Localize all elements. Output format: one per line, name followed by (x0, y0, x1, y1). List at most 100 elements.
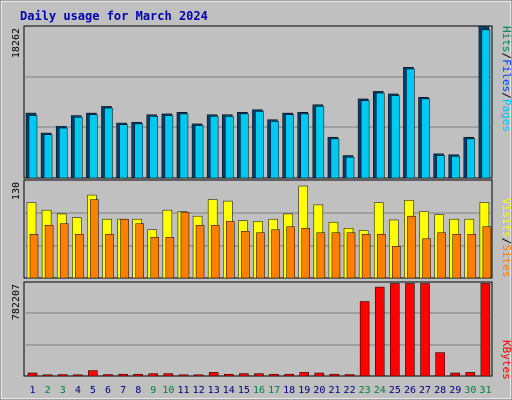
bar-pages-19 (300, 113, 309, 179)
bar-kbytes-27 (420, 283, 430, 377)
y-max-label-1: 130 (11, 182, 22, 200)
bar-pages-12 (194, 125, 204, 179)
x-tick-label-12: 12 (193, 385, 205, 396)
bar-pages-6 (104, 107, 113, 179)
bar-sites-22 (346, 232, 356, 279)
bar-sites-9 (150, 237, 160, 279)
bar-kbytes-3 (57, 374, 68, 377)
legend-1: Visits/Sites (500, 198, 512, 278)
bar-pages-29 (451, 156, 460, 179)
bar-sites-10 (165, 237, 175, 279)
x-tick-label-26: 26 (404, 385, 416, 396)
bar-kbytes-21 (329, 373, 340, 377)
bar-pages-26 (406, 68, 415, 179)
bar-sites-23 (361, 234, 371, 279)
legend-2: KBytes (500, 340, 512, 380)
bar-sites-5 (90, 199, 99, 279)
bar-kbytes-5 (88, 370, 98, 377)
bar-sites-14 (226, 221, 235, 279)
legend-item-0-3: / (500, 92, 512, 99)
bar-kbytes-22 (344, 374, 355, 377)
x-tick-label-19: 19 (298, 385, 310, 396)
x-tick-label-11: 11 (177, 385, 189, 396)
bar-sites-4 (75, 234, 84, 279)
bar-pages-14 (225, 116, 234, 179)
y-max-label-2: 782207 (11, 284, 22, 320)
bar-sites-24 (376, 234, 386, 279)
bar-kbytes-7 (118, 373, 128, 377)
bar-sites-1 (29, 234, 39, 279)
bar-kbytes-9 (148, 373, 159, 377)
bar-kbytes-19 (299, 372, 309, 377)
bar-kbytes-6 (103, 374, 113, 377)
x-tick-label-24: 24 (374, 385, 386, 396)
x-tick-label-9: 9 (150, 385, 156, 396)
bar-pages-25 (391, 95, 400, 179)
bar-sites-27 (422, 238, 431, 279)
bar-pages-27 (421, 98, 430, 179)
bar-sites-30 (467, 234, 477, 279)
bar-pages-20 (315, 106, 325, 179)
bar-kbytes-15 (239, 373, 249, 377)
bar-sites-12 (195, 224, 205, 279)
legend-item-1-2: Sites (500, 244, 512, 277)
x-tick-label-28: 28 (434, 385, 446, 396)
bar-kbytes-12 (193, 374, 204, 377)
bar-pages-11 (179, 113, 189, 179)
bar-sites-26 (407, 215, 416, 279)
bar-pages-31 (481, 29, 491, 179)
x-tick-label-7: 7 (120, 385, 126, 396)
x-tick-label-22: 22 (344, 385, 356, 396)
bar-sites-20 (316, 232, 326, 279)
bar-pages-5 (89, 114, 98, 179)
legend-item-0-4: Pages (500, 99, 512, 132)
bar-kbytes-28 (435, 352, 445, 377)
bar-sites-6 (105, 234, 114, 279)
x-tick-label-23: 23 (359, 385, 371, 396)
x-tick-label-1: 1 (30, 385, 36, 396)
bar-kbytes-30 (465, 372, 476, 377)
x-tick-label-15: 15 (238, 385, 250, 396)
y-max-label-0: 18262 (11, 28, 22, 58)
x-tick-label-5: 5 (90, 385, 96, 396)
bar-pages-4 (74, 116, 83, 179)
bar-pages-23 (360, 100, 370, 179)
bar-sites-13 (210, 224, 220, 279)
bar-kbytes-29 (450, 372, 460, 377)
x-tick-label-4: 4 (75, 385, 81, 396)
bar-kbytes-1 (27, 372, 38, 377)
bar-sites-2 (44, 224, 54, 279)
bar-kbytes-20 (314, 372, 325, 377)
bar-pages-21 (330, 138, 340, 179)
bar-kbytes-25 (390, 283, 400, 377)
x-tick-label-31: 31 (479, 385, 491, 396)
legend-item-0-0: Hits (500, 26, 512, 53)
x-tick-label-20: 20 (313, 385, 325, 396)
bar-pages-24 (375, 92, 385, 179)
bar-pages-22 (345, 156, 355, 179)
bar-pages-7 (119, 124, 128, 179)
bar-sites-19 (301, 227, 310, 279)
bar-kbytes-14 (224, 373, 234, 377)
x-tick-label-2: 2 (45, 385, 51, 396)
bar-kbytes-10 (163, 373, 174, 377)
bar-pages-28 (436, 155, 445, 179)
bar-pages-1 (28, 115, 38, 179)
bar-kbytes-18 (284, 373, 294, 377)
x-tick-label-17: 17 (268, 385, 280, 396)
x-tick-label-30: 30 (464, 385, 476, 396)
bar-pages-10 (164, 115, 174, 179)
bar-pages-3 (58, 127, 68, 179)
bar-kbytes-26 (405, 283, 415, 377)
bar-kbytes-17 (269, 373, 279, 377)
bar-kbytes-4 (73, 374, 83, 377)
legend-0: Hits/Files/Pages (500, 26, 512, 132)
chart-title: Daily usage for March 2024 (20, 9, 208, 23)
legend-item-1-0: Visits (500, 198, 512, 238)
bar-pages-16 (255, 111, 264, 179)
x-tick-label-3: 3 (60, 385, 66, 396)
bar-kbytes-16 (254, 373, 264, 377)
bar-pages-18 (285, 114, 294, 179)
bar-sites-16 (256, 232, 265, 279)
bar-sites-8 (135, 223, 144, 279)
